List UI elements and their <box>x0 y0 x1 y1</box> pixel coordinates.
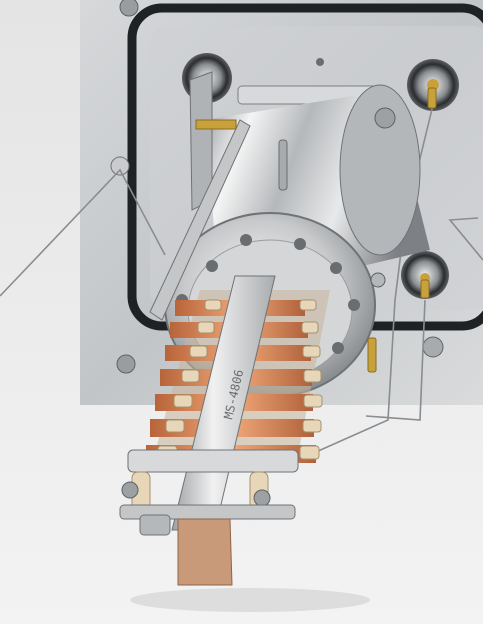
support-rod <box>149 71 251 321</box>
panel-screw <box>116 354 136 374</box>
panel-screw <box>422 336 444 358</box>
end-plate <box>127 449 299 473</box>
shadow <box>130 588 370 612</box>
gold-pins <box>367 87 437 373</box>
feed-post <box>110 156 130 176</box>
electrode-stack: MS-4806 <box>119 275 330 586</box>
exit-plate <box>177 518 233 586</box>
panel-screw <box>119 0 139 17</box>
alignment-pin <box>278 139 288 191</box>
panel-screw <box>316 58 324 66</box>
